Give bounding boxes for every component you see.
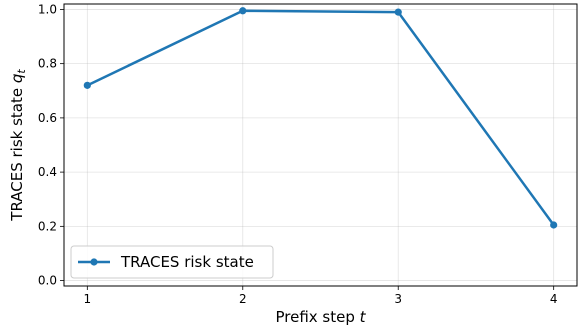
y-tick-label: 0.0 [38, 274, 57, 288]
y-tick-label: 0.8 [38, 57, 57, 71]
data-point [239, 7, 247, 15]
legend: TRACES risk state [70, 245, 274, 279]
y-axis-label-text: TRACES risk state [8, 83, 26, 222]
ticks: 1 2 3 4 0.0 0.2 0.4 0.6 0.8 1.0 [38, 2, 558, 306]
y-tick-label: 0.6 [38, 111, 57, 125]
data-point [394, 8, 402, 16]
y-tick-label: 1.0 [38, 2, 57, 16]
data-point [550, 221, 558, 229]
y-tick-label: 0.2 [38, 219, 57, 233]
legend-box [70, 245, 274, 279]
x-tick-label: 4 [550, 292, 558, 306]
plot-frame [63, 3, 578, 287]
x-tick-label: 1 [83, 292, 91, 306]
x-tick-label: 2 [239, 292, 247, 306]
x-axis-label-text: Prefix step [275, 308, 359, 326]
x-tick-label: 3 [394, 292, 402, 306]
series-layer [83, 7, 558, 229]
legend-entry: TRACES risk state [120, 253, 254, 271]
x-axis-label-var: t [360, 308, 367, 326]
y-tick-label: 0.4 [38, 165, 57, 179]
y-axis-label-sub: t [15, 69, 28, 74]
legend-marker-swatch [90, 258, 98, 266]
grid [64, 4, 577, 286]
x-axis-label: Prefix step t [275, 308, 366, 326]
y-axis-label-var: q [8, 74, 26, 84]
y-axis-label: TRACES risk state qt [8, 69, 28, 222]
series-line [86, 9, 555, 226]
data-point [83, 81, 91, 89]
